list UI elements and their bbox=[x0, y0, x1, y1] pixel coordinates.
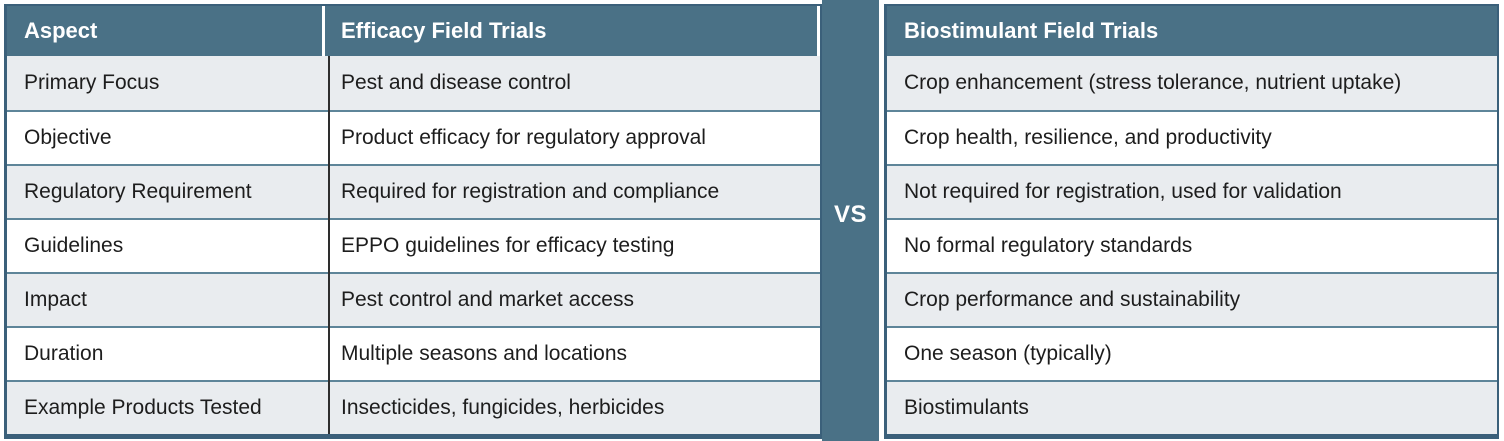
vs-divider-band: VS bbox=[822, 0, 879, 441]
table-row: Biostimulants bbox=[887, 380, 1497, 434]
value-cell: No formal regulatory standards bbox=[904, 234, 1193, 257]
aspect-cell: Objective bbox=[24, 126, 112, 149]
tables-container: Aspect Efficacy Field Trials Primary Foc… bbox=[4, 4, 1499, 439]
value-cell: Crop enhancement (stress tolerance, nutr… bbox=[904, 71, 1402, 94]
value-cell: Biostimulants bbox=[904, 396, 1029, 419]
aspect-cell: Guidelines bbox=[24, 234, 124, 257]
aspect-cell: Duration bbox=[24, 342, 104, 365]
value-cell: Pest and disease control bbox=[341, 71, 571, 94]
value-cell: Required for registration and compliance bbox=[341, 180, 720, 203]
value-cell: One season (typically) bbox=[904, 342, 1112, 365]
column-divider-line bbox=[328, 56, 330, 434]
column-header-aspect: Aspect bbox=[7, 6, 325, 56]
value-cell: Crop performance and sustainability bbox=[904, 288, 1241, 311]
value-cell: Product efficacy for regulatory approval bbox=[341, 126, 706, 149]
aspect-cell: Primary Focus bbox=[24, 71, 160, 94]
value-cell: Crop health, resilience, and productivit… bbox=[904, 126, 1272, 149]
column-header-efficacy-field-trials: Efficacy Field Trials bbox=[325, 6, 820, 56]
table-row: Example Products Tested Insecticides, fu… bbox=[7, 380, 820, 434]
aspect-cell: Example Products Tested bbox=[24, 396, 262, 419]
table-row: Primary Focus Pest and disease control bbox=[7, 56, 820, 110]
table-row: Impact Pest control and market access bbox=[7, 272, 820, 326]
table-row: Crop enhancement (stress tolerance, nutr… bbox=[887, 56, 1497, 110]
value-cell: Multiple seasons and locations bbox=[341, 342, 628, 365]
biostimulant-table-header-row: Biostimulant Field Trials bbox=[887, 6, 1497, 56]
aspect-cell: Regulatory Requirement bbox=[24, 180, 252, 203]
table-row: Regulatory Requirement Required for regi… bbox=[7, 164, 820, 218]
band-spacer bbox=[822, 4, 884, 439]
table-row: Crop health, resilience, and productivit… bbox=[887, 110, 1497, 164]
table-row: Crop performance and sustainability bbox=[887, 272, 1497, 326]
value-cell: Insecticides, fungicides, herbicides bbox=[341, 396, 665, 419]
efficacy-table: Aspect Efficacy Field Trials Primary Foc… bbox=[4, 4, 822, 439]
value-cell: Not required for registration, used for … bbox=[904, 180, 1342, 203]
table-row: Duration Multiple seasons and locations bbox=[7, 326, 820, 380]
column-header-biostimulant-field-trials: Biostimulant Field Trials bbox=[904, 18, 1159, 43]
table-row: Guidelines EPPO guidelines for efficacy … bbox=[7, 218, 820, 272]
table-row: One season (typically) bbox=[887, 326, 1497, 380]
table-row: No formal regulatory standards bbox=[887, 218, 1497, 272]
efficacy-table-body: Primary Focus Pest and disease control O… bbox=[7, 56, 820, 434]
table-row: Not required for registration, used for … bbox=[887, 164, 1497, 218]
table-row: Objective Product efficacy for regulator… bbox=[7, 110, 820, 164]
value-cell: EPPO guidelines for efficacy testing bbox=[341, 234, 675, 257]
biostimulant-table-body: Crop enhancement (stress tolerance, nutr… bbox=[887, 56, 1497, 434]
aspect-cell: Impact bbox=[24, 288, 88, 311]
value-cell: Pest control and market access bbox=[341, 288, 634, 311]
vs-label: VS bbox=[833, 200, 867, 228]
efficacy-table-header-row: Aspect Efficacy Field Trials bbox=[7, 6, 820, 56]
biostimulant-table: Biostimulant Field Trials Crop enhanceme… bbox=[884, 4, 1499, 439]
